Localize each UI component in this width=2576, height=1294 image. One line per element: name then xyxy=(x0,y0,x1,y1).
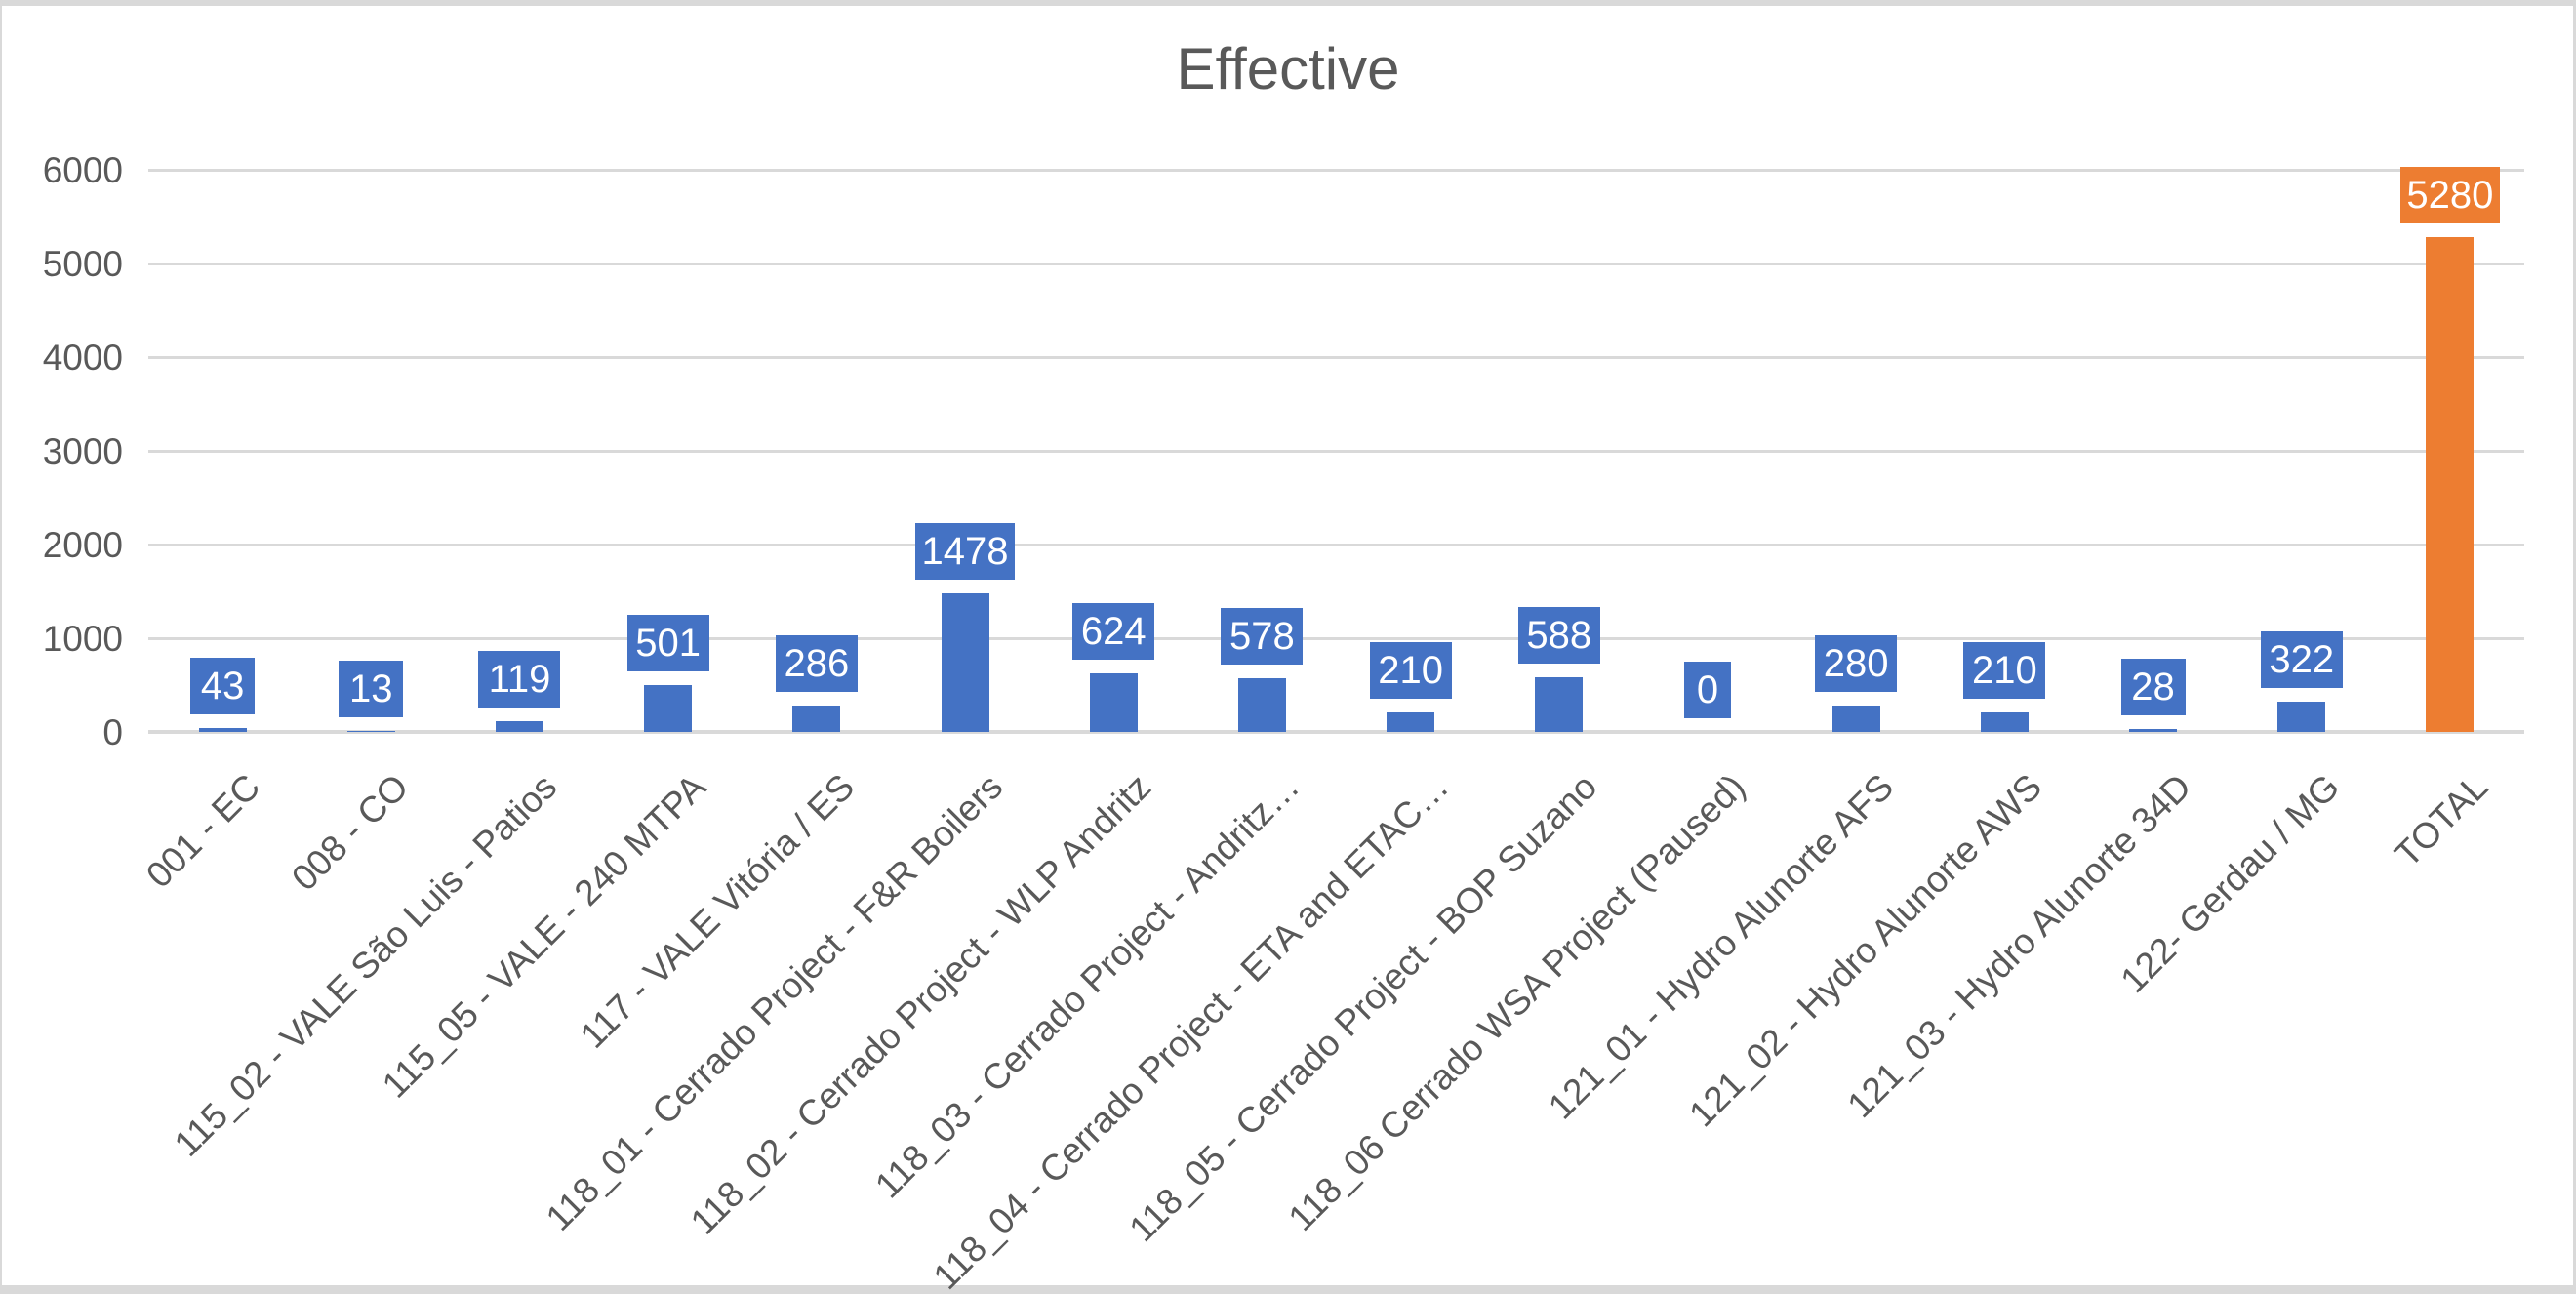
bar-series xyxy=(2277,702,2326,732)
y-tick-label: 3000 xyxy=(42,430,123,471)
bar-series xyxy=(495,721,543,732)
gridline xyxy=(148,544,2524,546)
gridline xyxy=(148,637,2524,640)
bar-series xyxy=(1237,678,1286,732)
window-edge-bottom xyxy=(0,1285,2576,1294)
bar-series xyxy=(644,685,693,732)
window-edge-right xyxy=(2573,0,2576,1294)
data-label: 624 xyxy=(1072,603,1155,660)
bar-total xyxy=(2426,237,2475,732)
bar-series xyxy=(1535,677,1584,732)
bar-series xyxy=(2129,729,2178,732)
bar-series xyxy=(1980,712,2029,732)
data-label: 1478 xyxy=(915,523,1016,580)
bar-series xyxy=(1831,706,1880,732)
gridline xyxy=(148,356,2524,359)
data-label: 5280 xyxy=(2399,167,2500,223)
gridline xyxy=(148,169,2524,172)
y-tick-label: 1000 xyxy=(42,618,123,659)
data-label: 578 xyxy=(1221,608,1304,665)
data-label: 501 xyxy=(626,615,709,671)
y-tick-label: 5000 xyxy=(42,243,123,284)
bar-series xyxy=(1387,712,1435,732)
data-label: 28 xyxy=(2120,659,2186,715)
y-tick-label: 6000 xyxy=(42,149,123,190)
y-tick-label: 2000 xyxy=(42,524,123,565)
data-label: 286 xyxy=(775,635,858,692)
x-axis-line xyxy=(148,730,2524,734)
bar-series xyxy=(792,706,841,732)
window-edge-left xyxy=(0,0,2,1294)
data-label: 119 xyxy=(478,651,561,708)
bar-series xyxy=(198,728,247,732)
bar-series xyxy=(346,731,395,732)
data-label: 210 xyxy=(1963,642,2046,699)
data-label: 322 xyxy=(2260,631,2343,688)
chart-title: Effective xyxy=(1176,36,1400,101)
data-label: 0 xyxy=(1683,662,1731,718)
gridline xyxy=(148,450,2524,453)
bar-series xyxy=(941,593,989,732)
y-tick-label: 4000 xyxy=(42,337,123,378)
gridline xyxy=(148,263,2524,265)
data-label: 43 xyxy=(190,658,256,714)
y-tick-label: 0 xyxy=(102,711,123,752)
bar-series xyxy=(1089,673,1138,732)
data-label: 13 xyxy=(339,661,404,717)
data-label: 280 xyxy=(1815,635,1898,692)
data-label: 588 xyxy=(1517,607,1600,664)
data-label: 210 xyxy=(1369,642,1452,699)
window-edge-top xyxy=(0,0,2576,6)
